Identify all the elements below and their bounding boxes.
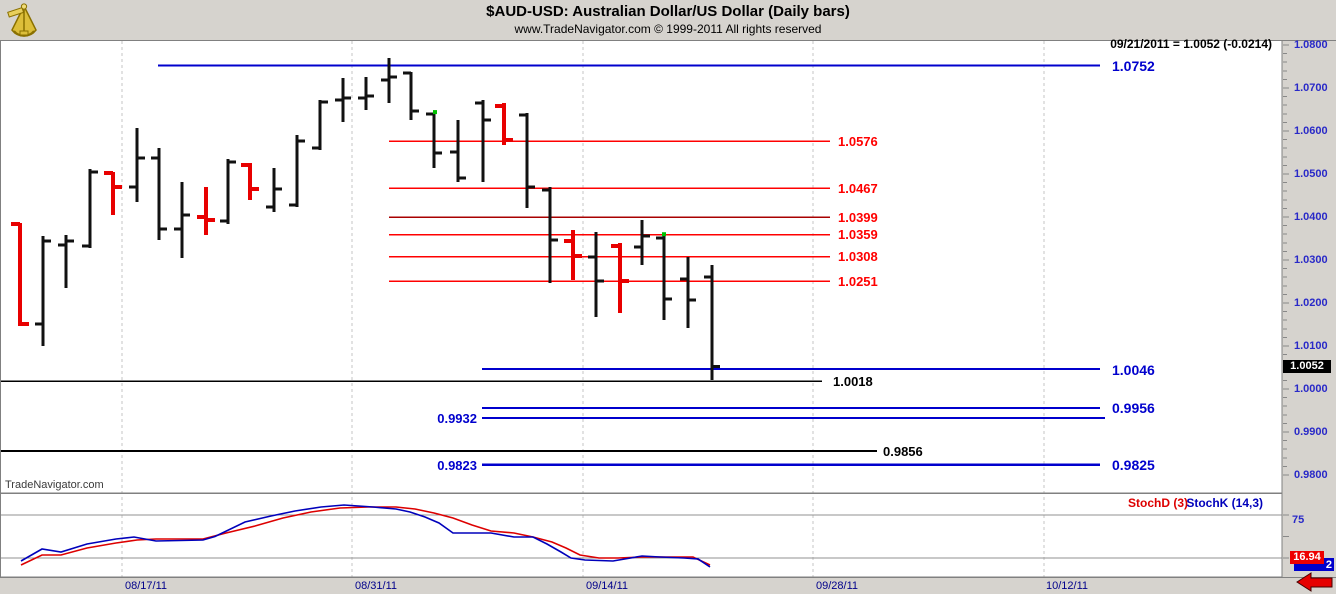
price-axis-tick: 1.0000: [1294, 383, 1328, 395]
price-axis-tick: 1.0700: [1294, 82, 1328, 94]
level-label-1.0467: 1.0467: [838, 181, 878, 197]
price-bar: [381, 57, 397, 104]
level-label-1.0308: 1.0308: [838, 249, 878, 265]
price-axis-tick: 1.0300: [1294, 254, 1328, 266]
stochd-curve: [20, 506, 711, 566]
chart-subtitle: www.TradeNavigator.com © 1999-2011 All r…: [514, 22, 822, 36]
price-bar: [82, 168, 98, 248]
level-label-1.0046: 1.0046: [1112, 361, 1155, 378]
price-bar: [220, 158, 236, 224]
last-quote-info: 09/21/2011 = 1.0052 (-0.0214): [1110, 37, 1272, 51]
legend-stochd: StochD (3): [1128, 496, 1188, 510]
last-price-badge: 1.0052: [1283, 360, 1331, 373]
level-label-0.9856: 0.9856: [883, 443, 923, 459]
price-bar: [11, 221, 29, 327]
legend-stochk: StochK (14,3): [1186, 496, 1263, 510]
price-bar: [450, 119, 466, 183]
price-bar: [611, 242, 629, 313]
level-label-0.9932: 0.9932: [437, 411, 477, 427]
price-bar: [403, 71, 419, 120]
date-axis-label: 08/31/11: [354, 580, 398, 592]
date-axis-label: 10/12/11: [1045, 580, 1089, 592]
price-bar: [129, 127, 145, 202]
price-bar: [634, 220, 650, 266]
price-bar: [197, 186, 215, 236]
stochk-curve: [20, 504, 711, 568]
price-axis-tick: 1.0100: [1294, 340, 1328, 352]
price-bar: [58, 235, 74, 288]
price-axis-tick: 0.9800: [1294, 469, 1328, 481]
price-bar: [151, 148, 167, 240]
level-label-1.0359: 1.0359: [838, 227, 878, 243]
date-axis-label: 08/17/11: [124, 580, 168, 592]
date-axis-label: 09/14/11: [585, 580, 629, 592]
level-label-0.9956: 0.9956: [1112, 400, 1155, 417]
level-label-0.9825: 0.9825: [1112, 456, 1155, 473]
level-label-1.0752: 1.0752: [1112, 57, 1155, 74]
price-axis-tick: 1.0600: [1294, 125, 1328, 137]
green-signal-marker: [433, 110, 437, 115]
level-label-1.0251: 1.0251: [838, 273, 878, 289]
price-bar: [312, 100, 328, 150]
price-bar: [495, 103, 513, 146]
price-bar: [335, 78, 351, 122]
price-bar: [475, 100, 491, 183]
price-bar: [519, 112, 535, 208]
price-bar: [241, 162, 259, 200]
scroll-left-arrow[interactable]: [1296, 572, 1333, 592]
level-label-0.9823: 0.9823: [437, 457, 477, 473]
price-bar: [35, 235, 51, 346]
price-panel: [0, 40, 1282, 493]
price-bar: [542, 186, 558, 283]
price-axis-tick: 1.0400: [1294, 211, 1328, 223]
chart-title: $AUD-USD: Australian Dollar/US Dollar (D…: [486, 3, 850, 20]
price-bar: [266, 167, 282, 212]
stoch-75-level-label: 75: [1292, 514, 1305, 526]
date-axis-label: 09/28/11: [815, 580, 859, 592]
price-bar: [564, 229, 582, 281]
sextant-logo-icon: [6, 1, 42, 44]
watermark-text: TradeNavigator.com: [5, 479, 104, 491]
price-bar: [426, 112, 442, 168]
price-bar: [358, 76, 374, 110]
level-label-1.0018: 1.0018: [833, 374, 873, 390]
price-bar: [289, 134, 305, 208]
price-axis-tick: 1.0200: [1294, 297, 1328, 309]
stoch-panel: [0, 493, 1282, 577]
price-axis-tick: 1.0800: [1294, 39, 1328, 51]
price-bar: [656, 235, 672, 321]
stochd-value-badge: 16.94: [1290, 551, 1324, 564]
price-axis-tick: 1.0500: [1294, 168, 1328, 180]
price-bar: [588, 232, 604, 318]
level-label-1.0576: 1.0576: [838, 134, 878, 150]
green-signal-marker: [662, 232, 666, 237]
price-bar: [104, 171, 122, 215]
level-label-1.0399: 1.0399: [838, 210, 878, 226]
price-bar: [704, 265, 720, 380]
price-bar: [174, 182, 190, 258]
price-bar: [680, 256, 696, 328]
price-axis-tick: 0.9900: [1294, 426, 1328, 438]
